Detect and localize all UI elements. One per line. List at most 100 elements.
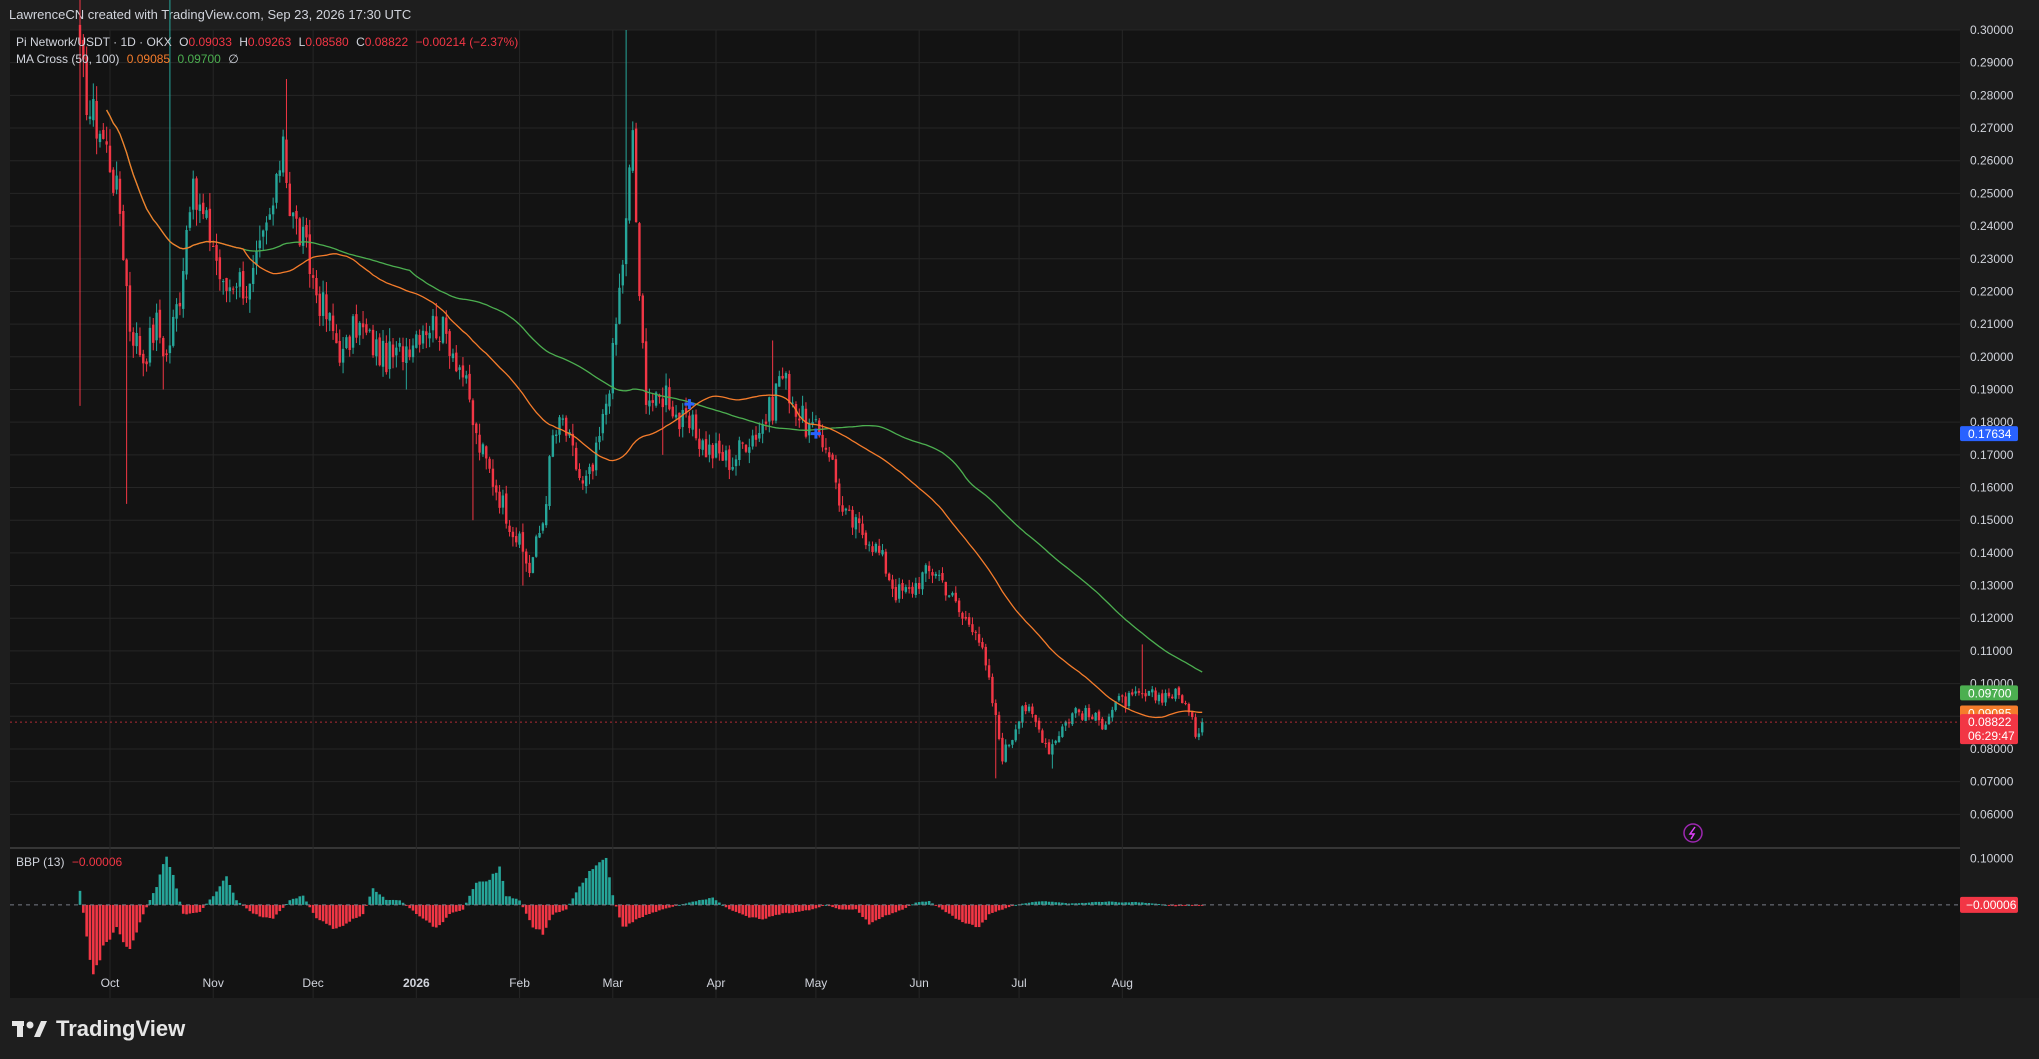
bbp-legend[interactable]: BBP (13) −0.00006 bbox=[16, 855, 126, 869]
candle-body bbox=[148, 327, 152, 363]
candle-body bbox=[951, 592, 954, 596]
bbp-bar bbox=[395, 900, 398, 905]
candle-body bbox=[954, 592, 957, 602]
bbp-bar bbox=[248, 904, 252, 912]
candle-body bbox=[185, 229, 188, 275]
bbp-bar bbox=[831, 904, 834, 908]
candle-body bbox=[957, 600, 961, 613]
bbp-bar bbox=[335, 904, 338, 929]
bbp-bar bbox=[1011, 904, 1014, 907]
candle-body bbox=[155, 312, 158, 341]
candle-body bbox=[811, 422, 814, 425]
candle-body bbox=[944, 581, 947, 596]
candle-body bbox=[878, 545, 881, 553]
bbp-bar bbox=[664, 904, 668, 909]
candle-body bbox=[265, 222, 268, 231]
candle-body bbox=[947, 595, 951, 597]
candle-body bbox=[355, 314, 358, 338]
bbp-bar bbox=[371, 888, 375, 905]
bbp-bar bbox=[345, 904, 348, 924]
bbp-bar bbox=[554, 904, 558, 913]
bbp-pane bbox=[10, 849, 1960, 998]
y-tick-label: 0.22000 bbox=[1970, 284, 2014, 298]
bbp-bar bbox=[511, 898, 515, 905]
candle-body bbox=[1117, 696, 1121, 701]
symbol-title[interactable]: Pi Network/USDT · 1D · OKX bbox=[16, 35, 172, 49]
candle-body bbox=[405, 346, 408, 363]
bbp-bar bbox=[148, 900, 152, 905]
candle-body bbox=[178, 302, 182, 307]
bbp-bar bbox=[994, 904, 998, 912]
candle-body bbox=[1064, 721, 1067, 726]
bbp-bar bbox=[1094, 901, 1097, 905]
bbp-bar bbox=[198, 904, 202, 912]
candle-body bbox=[1097, 711, 1101, 721]
bbp-bar bbox=[638, 904, 641, 918]
candle-body bbox=[1151, 689, 1154, 693]
candle-body bbox=[764, 421, 768, 424]
bbp-bar bbox=[178, 901, 182, 905]
bbp-bar bbox=[228, 885, 232, 905]
candle-body bbox=[421, 330, 425, 344]
bbp-bar bbox=[847, 904, 851, 910]
bbp-bar bbox=[618, 904, 621, 918]
bbp-bar bbox=[558, 904, 561, 913]
candle-body bbox=[278, 170, 281, 176]
ma-legend[interactable]: MA Cross (50, 100) 0.09085 0.09700 ∅ bbox=[16, 52, 243, 66]
bbp-bar bbox=[718, 902, 721, 905]
candle-body bbox=[1164, 692, 1167, 703]
bbp-bar bbox=[971, 904, 974, 925]
bbp-bar bbox=[401, 902, 405, 905]
candle-body bbox=[501, 495, 505, 508]
bbp-bar bbox=[128, 904, 132, 950]
high-value: 0.09263 bbox=[247, 35, 292, 49]
bbp-bar bbox=[588, 871, 591, 905]
candle-body bbox=[718, 440, 721, 454]
candle-body bbox=[371, 329, 375, 356]
bbp-bar bbox=[931, 903, 934, 905]
candle-body bbox=[1057, 736, 1061, 743]
bbp-bar bbox=[954, 904, 958, 919]
candle-body bbox=[748, 447, 751, 453]
candle-body bbox=[831, 454, 834, 460]
bbp-bar bbox=[261, 904, 265, 918]
candle-body bbox=[205, 210, 208, 218]
candle-body bbox=[435, 316, 438, 339]
bbp-bar bbox=[844, 904, 848, 910]
bbp-bar bbox=[1047, 901, 1051, 905]
x-tick-label: Aug bbox=[1112, 976, 1133, 990]
tradingview-brand[interactable]: TradingView bbox=[12, 1016, 185, 1042]
x-tick-label: Apr bbox=[707, 976, 726, 990]
candle-body bbox=[152, 324, 155, 343]
price-badge-label: 0.09700 bbox=[1968, 686, 2012, 700]
candle-body bbox=[1034, 715, 1037, 722]
candle-body bbox=[295, 210, 298, 219]
candle-body bbox=[428, 332, 431, 339]
candle-body bbox=[498, 491, 501, 508]
bbp-bar bbox=[271, 904, 275, 919]
candle-body bbox=[315, 278, 318, 296]
bbp-bar bbox=[934, 904, 938, 906]
candle-body bbox=[1054, 740, 1057, 744]
candle-body bbox=[1127, 692, 1131, 707]
bbp-bar bbox=[405, 904, 408, 906]
bbp-bar bbox=[987, 904, 991, 915]
chart-canvas[interactable]: 0.30000 0.29000 0.28000 0.27000 0.26000 0.250… bbox=[0, 0, 2039, 1000]
candle-body bbox=[548, 456, 551, 506]
bbp-bar bbox=[797, 904, 801, 912]
bbp-bar bbox=[518, 900, 521, 905]
candles bbox=[78, 0, 1204, 779]
bbp-bar bbox=[624, 904, 628, 927]
bbp-bar bbox=[1061, 902, 1064, 905]
candle-body bbox=[328, 313, 331, 321]
bbp-bar bbox=[691, 901, 695, 905]
candle-body bbox=[1137, 691, 1141, 693]
candle-body bbox=[331, 315, 335, 332]
bbp-bar bbox=[278, 904, 282, 912]
bbp-bar bbox=[275, 904, 278, 915]
bbp-bar bbox=[78, 890, 82, 905]
candle-body bbox=[448, 331, 451, 356]
bbp-bar bbox=[544, 904, 548, 928]
price-badge bbox=[1960, 714, 2018, 745]
candle-body bbox=[907, 587, 911, 589]
